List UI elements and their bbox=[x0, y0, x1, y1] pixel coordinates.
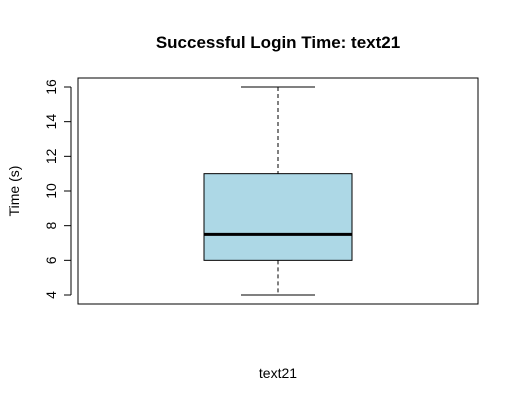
y-tick-label: 14 bbox=[43, 114, 59, 130]
chart-title: Successful Login Time: text21 bbox=[156, 33, 400, 52]
y-tick-label: 12 bbox=[43, 148, 59, 164]
y-tick-label: 6 bbox=[43, 256, 59, 264]
boxplot-series bbox=[203, 86, 353, 296]
y-tick-label: 16 bbox=[43, 79, 59, 95]
x-axis-label: text21 bbox=[259, 365, 297, 381]
plot-frame bbox=[77, 77, 479, 305]
y-tick-label: 8 bbox=[43, 222, 59, 230]
iqr-box bbox=[203, 173, 353, 261]
y-tick-label: 4 bbox=[43, 291, 59, 299]
y-axis: 4 6 8 10 12 14 16 bbox=[43, 79, 72, 299]
y-axis-label: Time (s) bbox=[6, 166, 22, 217]
y-tick-label: 10 bbox=[43, 183, 59, 199]
